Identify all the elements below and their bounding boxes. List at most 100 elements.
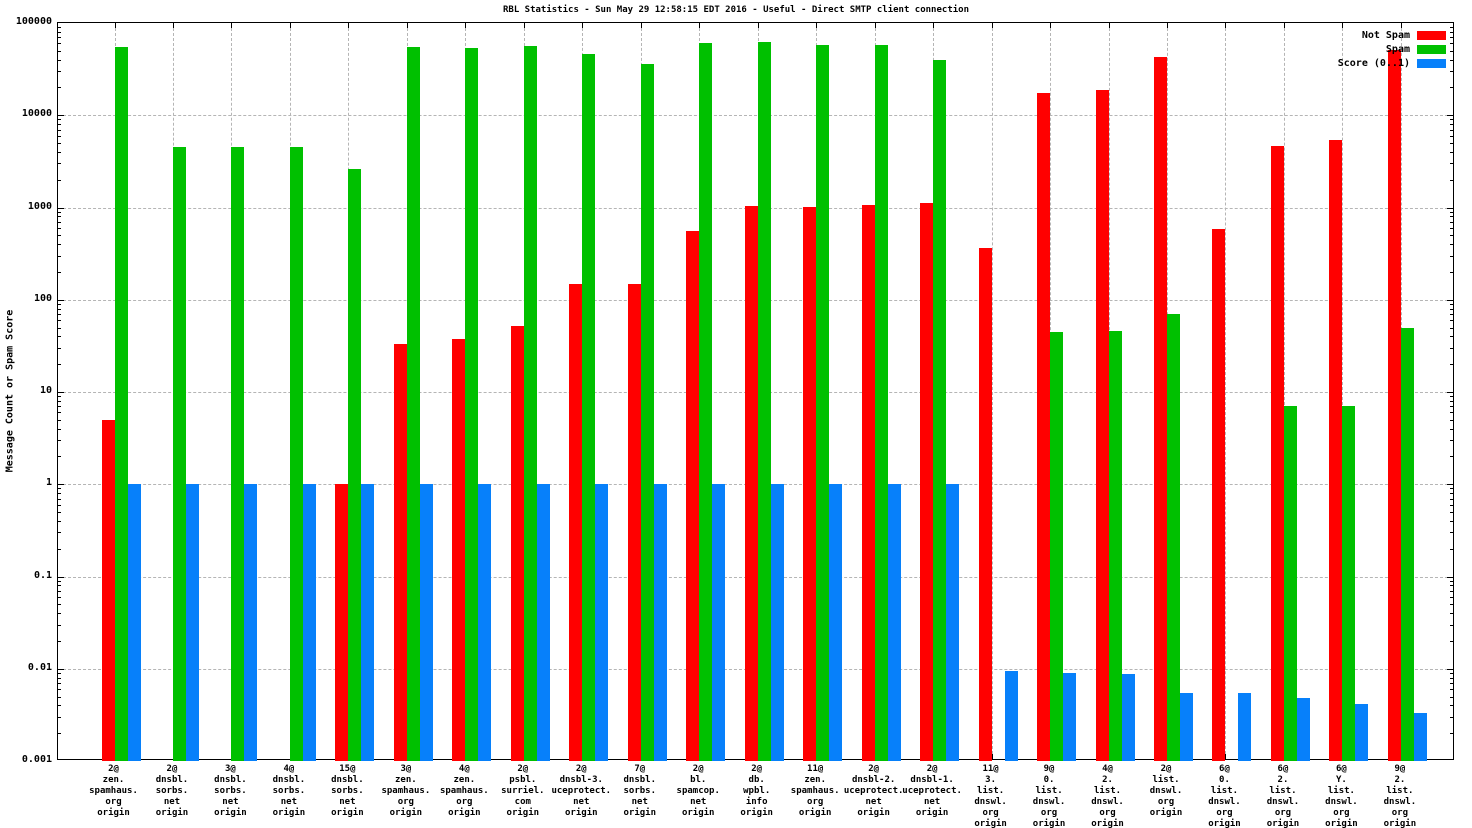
- not-spam-bar: [803, 206, 817, 761]
- x-tick: [1283, 23, 1285, 28]
- legend-swatch: [1417, 30, 1446, 40]
- chart-title: RBL Statistics - Sun May 29 12:58:15 EDT…: [503, 5, 969, 15]
- y-minor-tick: [58, 504, 61, 506]
- legend-label: Not Spam: [1361, 29, 1410, 41]
- x-tick-label: 2@ zen. spamhaus. org origin: [89, 764, 138, 818]
- y-minor-tick: [58, 124, 61, 126]
- x-tick: [114, 23, 116, 28]
- spam-bar: [348, 169, 362, 761]
- x-tick: [874, 23, 876, 28]
- y-minor-tick: [1450, 129, 1453, 131]
- y-minor-tick: [1450, 163, 1453, 165]
- y-minor-tick: [58, 683, 61, 685]
- y-tick-label: 1000: [27, 200, 52, 212]
- not-spam-bar: [861, 205, 875, 761]
- legend-swatch: [1417, 44, 1446, 54]
- y-minor-tick: [1450, 179, 1453, 181]
- y-minor-tick: [58, 119, 61, 121]
- legend-item-spam: Spam: [1338, 42, 1446, 56]
- y-major-tick: [1447, 115, 1453, 117]
- y-minor-tick: [58, 221, 61, 223]
- x-tick-label: 2@ dnsbl. sorbs. net origin: [155, 764, 189, 818]
- y-minor-tick: [58, 585, 61, 587]
- gridline-vertical: [1225, 23, 1227, 759]
- y-minor-tick: [1450, 672, 1453, 674]
- x-tick-label: 2@ bl. spamcop. net origin: [676, 764, 720, 818]
- x-tick: [523, 23, 525, 28]
- score-0-1--bar: [770, 484, 784, 761]
- y-minor-tick: [58, 235, 61, 237]
- y-minor-tick: [1450, 456, 1453, 458]
- spam-bar: [523, 45, 537, 761]
- y-minor-tick: [1450, 211, 1453, 213]
- y-minor-tick: [1450, 59, 1453, 61]
- spam-bar: [1108, 330, 1122, 761]
- y-major-tick: [1447, 668, 1453, 670]
- gridline-vertical: [991, 23, 993, 759]
- x-tick: [465, 23, 467, 28]
- y-minor-tick: [58, 31, 61, 33]
- x-tick-label: 6@ Y. list. dnswl. org origin: [1325, 764, 1358, 828]
- y-tick-label: 100: [33, 292, 52, 304]
- spam-bar: [933, 59, 947, 761]
- legend-item-score-0-1-: Score (0..1): [1338, 56, 1446, 70]
- y-minor-tick: [58, 364, 61, 366]
- y-minor-tick: [58, 37, 61, 39]
- y-minor-tick: [1450, 255, 1453, 257]
- y-minor-tick: [58, 71, 61, 73]
- spam-bar: [114, 46, 128, 761]
- y-minor-tick: [58, 314, 61, 316]
- score-0-1--bar: [478, 484, 492, 761]
- y-minor-tick: [58, 493, 61, 495]
- y-minor-tick: [58, 613, 61, 615]
- y-minor-tick: [1450, 696, 1453, 698]
- not-spam-bar: [452, 338, 466, 761]
- x-tick: [172, 23, 174, 28]
- spam-bar: [816, 44, 830, 761]
- x-tick-label: 7@ dnsbl. sorbs. net origin: [623, 764, 656, 818]
- y-minor-tick: [58, 604, 61, 606]
- x-tick-label: 4@ zen. spamhaus. org origin: [439, 764, 489, 818]
- y-minor-tick: [1450, 604, 1453, 606]
- y-minor-tick: [58, 689, 61, 691]
- score-0-1--bar: [1355, 703, 1369, 761]
- spam-bar: [757, 42, 771, 761]
- y-major-tick: [1447, 484, 1453, 486]
- spam-bar: [1050, 331, 1064, 761]
- y-major-tick: [1447, 299, 1453, 301]
- y-minor-tick: [58, 135, 61, 137]
- y-minor-tick: [1450, 43, 1453, 45]
- y-minor-tick: [58, 498, 61, 500]
- y-minor-tick: [58, 548, 61, 550]
- x-tick-label: 9@ 2. list. dnswl. org origin: [1383, 764, 1417, 828]
- x-tick: [1167, 23, 1168, 28]
- not-spam-bar: [101, 419, 115, 761]
- y-minor-tick: [1450, 50, 1453, 52]
- y-major-tick: [58, 576, 64, 578]
- y-minor-tick: [1450, 440, 1453, 442]
- y-minor-tick: [1450, 244, 1453, 246]
- not-spam-bar: [627, 283, 641, 761]
- score-0-1--bar: [1413, 713, 1427, 761]
- x-tick-label: 3@ zen. spamhaus. org origin: [381, 764, 431, 818]
- not-spam-bar: [978, 248, 992, 761]
- y-minor-tick: [58, 590, 61, 592]
- x-tick-label: 3@ dnsbl. sorbs. net origin: [214, 764, 247, 818]
- y-tick-label: 0.001: [21, 754, 52, 765]
- score-0-1--bar: [595, 484, 609, 761]
- y-minor-tick: [1450, 419, 1453, 421]
- score-0-1--bar: [887, 484, 901, 761]
- y-minor-tick: [58, 412, 61, 414]
- y-minor-tick: [1450, 585, 1453, 587]
- y-minor-tick: [58, 456, 61, 458]
- not-spam-bar: [920, 202, 934, 761]
- y-minor-tick: [1450, 314, 1453, 316]
- y-minor-tick: [1450, 31, 1453, 33]
- y-minor-tick: [58, 129, 61, 131]
- y-minor-tick: [1450, 87, 1453, 89]
- spam-bar: [1400, 327, 1414, 761]
- y-minor-tick: [58, 677, 61, 679]
- score-0-1--bar: [536, 484, 550, 761]
- y-minor-tick: [1450, 412, 1453, 414]
